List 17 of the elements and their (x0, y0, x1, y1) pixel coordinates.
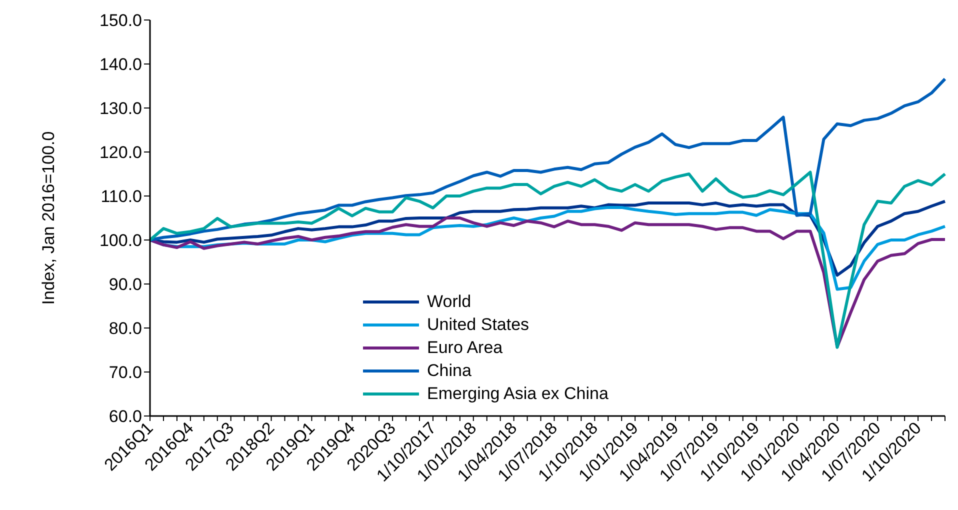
line-series (148, 77, 946, 242)
y-tick-label: 110.0 (100, 187, 142, 206)
legend-label: China (427, 360, 472, 382)
legend-label: United States (427, 314, 530, 336)
y-tick-label: 130.0 (99, 99, 142, 118)
y-tick-label: 60.0 (108, 407, 142, 426)
y-tick-label: 80.0 (108, 319, 142, 338)
legend-label: Euro Area (427, 337, 503, 359)
y-axis-title: Index, Jan 2016=100.0 (39, 131, 58, 305)
y-tick-label: 150.0 (99, 11, 142, 30)
y-tick-label: 100.0 (99, 231, 142, 250)
y-tick-label: 120.0 (99, 143, 142, 162)
legend-label: World (427, 291, 472, 313)
y-tick-label: 140.0 (99, 55, 142, 74)
y-tick-label: 90.0 (108, 275, 142, 294)
y-tick-label: 70.0 (108, 363, 142, 382)
legend-label: Emerging Asia ex China (427, 383, 608, 405)
